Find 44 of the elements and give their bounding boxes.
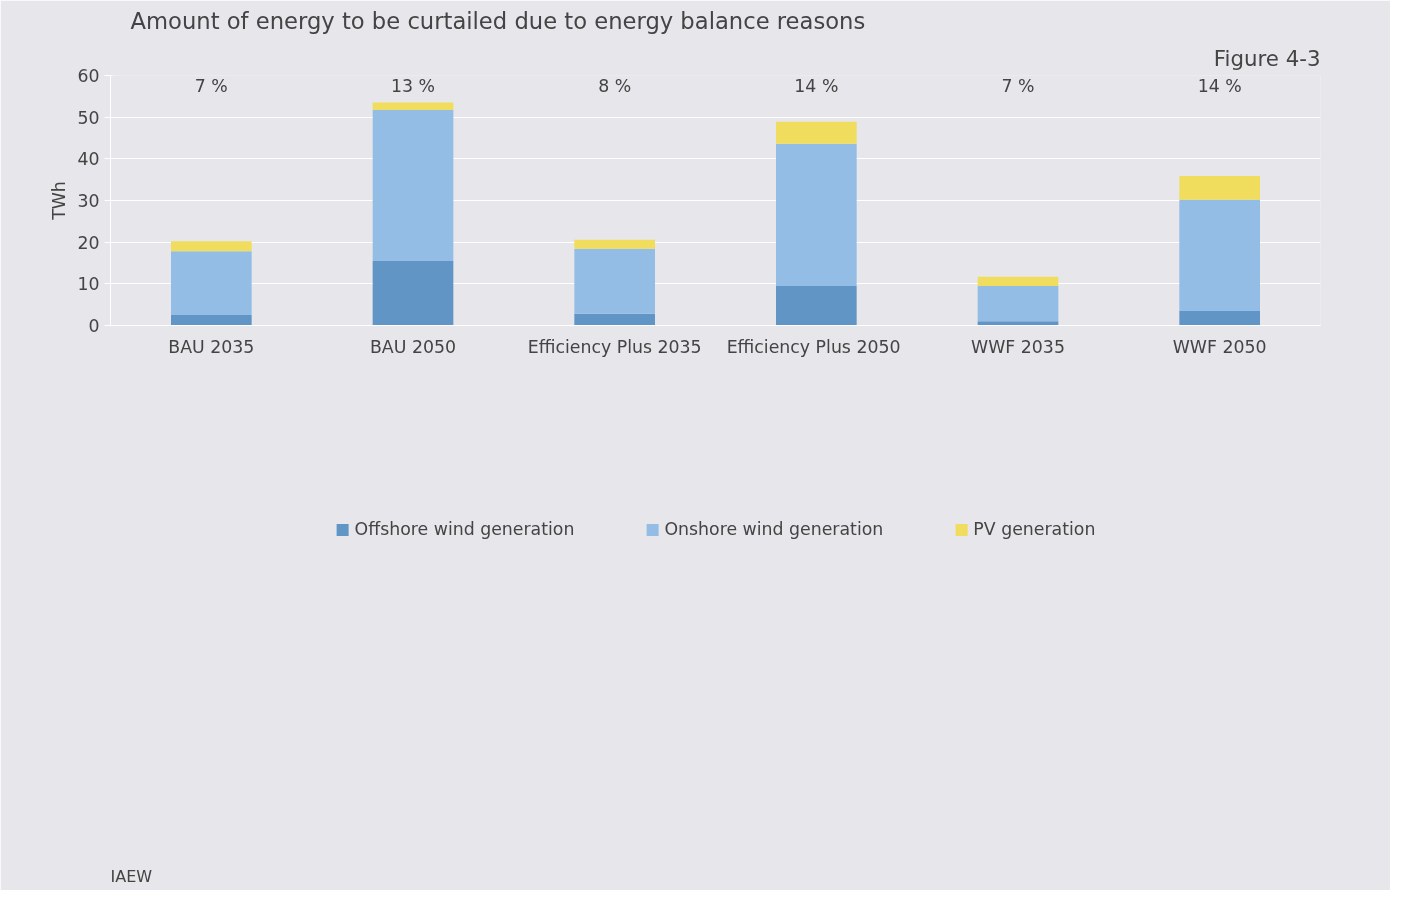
x-tick-label: WWF 2035 xyxy=(971,336,1065,357)
y-tick-label: 20 xyxy=(77,232,100,253)
bar xyxy=(171,315,252,326)
y-tick-label: 60 xyxy=(77,66,100,86)
bar xyxy=(574,313,655,326)
x-tick-label: Efficiency Plus 2050 xyxy=(726,336,901,357)
x-tick-label: WWF 2050 xyxy=(1172,336,1267,357)
x-tick-label: BAU 2035 xyxy=(168,336,255,357)
y-tick-label: 0 xyxy=(88,316,100,336)
annotation: 14 % xyxy=(1197,75,1242,96)
bar xyxy=(574,248,655,314)
bar xyxy=(372,260,454,326)
annotation: 8 % xyxy=(598,75,632,96)
x-tick-label: Efficiency Plus 2035 xyxy=(527,336,702,357)
caption: Figure 4-3 xyxy=(1213,45,1321,71)
bar xyxy=(1179,310,1260,326)
bar xyxy=(1179,175,1260,200)
chart-title: Amount of energy to be curtailed due to energy balance reasons xyxy=(130,7,866,34)
bar xyxy=(171,251,252,316)
bar xyxy=(1179,199,1260,311)
bar xyxy=(171,241,252,252)
x-tick-label: BAU 2050 xyxy=(369,336,457,357)
legend-label: Onshore wind generation xyxy=(664,519,884,539)
bar xyxy=(776,121,857,144)
y-tick-label: 10 xyxy=(77,274,100,295)
bar xyxy=(372,102,454,111)
bar xyxy=(977,276,1059,286)
bar xyxy=(977,285,1059,322)
bar xyxy=(776,143,857,286)
annotation: 14 % xyxy=(794,75,839,96)
bar xyxy=(776,285,857,326)
annotation: 13 % xyxy=(390,75,436,96)
bar xyxy=(977,321,1059,326)
legend-label: PV generation xyxy=(973,519,1096,539)
bar xyxy=(574,239,655,249)
text: IAEW xyxy=(110,866,153,886)
legend-label: Offshore wind generation xyxy=(354,519,575,539)
annotation: 7 % xyxy=(194,75,228,96)
y-tick-label: 30 xyxy=(77,191,100,211)
y-axis-title: TWh xyxy=(49,181,70,221)
y-tick-label: 40 xyxy=(77,149,100,170)
annotation: 7 % xyxy=(1001,75,1035,96)
y-tick-label: 50 xyxy=(77,107,100,128)
bar xyxy=(372,110,454,261)
